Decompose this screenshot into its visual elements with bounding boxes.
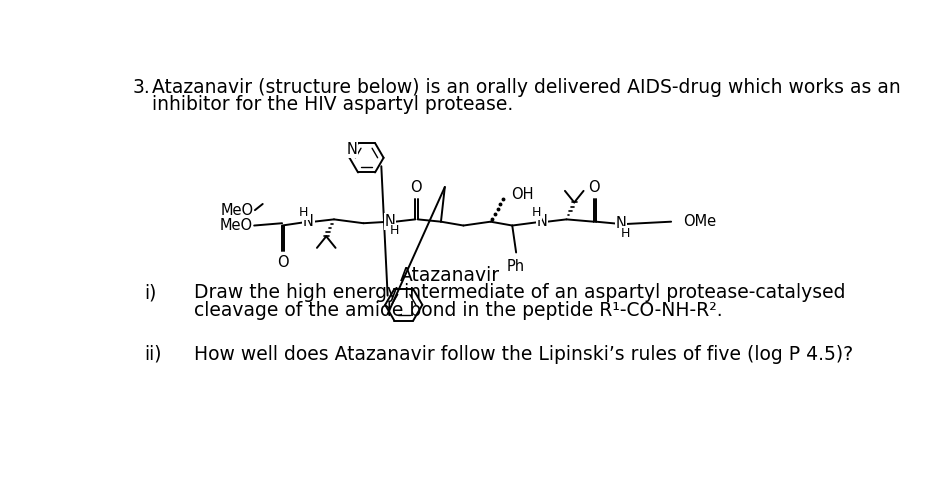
Text: N: N xyxy=(615,217,626,231)
Text: H: H xyxy=(389,225,399,238)
Text: H: H xyxy=(300,206,309,219)
Text: cleavage of the amide bond in the peptide R¹-CO-NH-R².: cleavage of the amide bond in the peptid… xyxy=(195,301,724,320)
Text: H: H xyxy=(621,227,630,240)
Text: N: N xyxy=(385,214,395,229)
Text: i): i) xyxy=(144,283,156,302)
Text: Ph: Ph xyxy=(507,259,525,274)
Text: OH: OH xyxy=(511,187,534,202)
Text: MeO: MeO xyxy=(220,218,253,233)
Text: N: N xyxy=(346,142,358,157)
Text: H: H xyxy=(532,206,541,219)
Text: 3.: 3. xyxy=(133,78,151,97)
Text: N: N xyxy=(536,214,548,229)
Text: Atazanavir: Atazanavir xyxy=(401,265,501,284)
Text: O: O xyxy=(410,180,422,195)
Text: Draw the high energy intermediate of an aspartyl protease-catalysed: Draw the high energy intermediate of an … xyxy=(195,283,846,302)
Text: O: O xyxy=(277,255,288,270)
Text: inhibitor for the HIV aspartyl protease.: inhibitor for the HIV aspartyl protease. xyxy=(152,94,513,113)
Text: ii): ii) xyxy=(144,345,162,364)
Text: OMe: OMe xyxy=(682,214,716,229)
Text: How well does Atazanavir follow the Lipinski’s rules of five (log P 4.5)?: How well does Atazanavir follow the Lipi… xyxy=(195,345,854,364)
Text: N: N xyxy=(303,214,314,229)
Text: Atazanavir (structure below) is an orally delivered AIDS-drug which works as an: Atazanavir (structure below) is an orall… xyxy=(152,78,900,97)
Text: O: O xyxy=(589,180,600,195)
Text: MeO: MeO xyxy=(220,203,254,218)
